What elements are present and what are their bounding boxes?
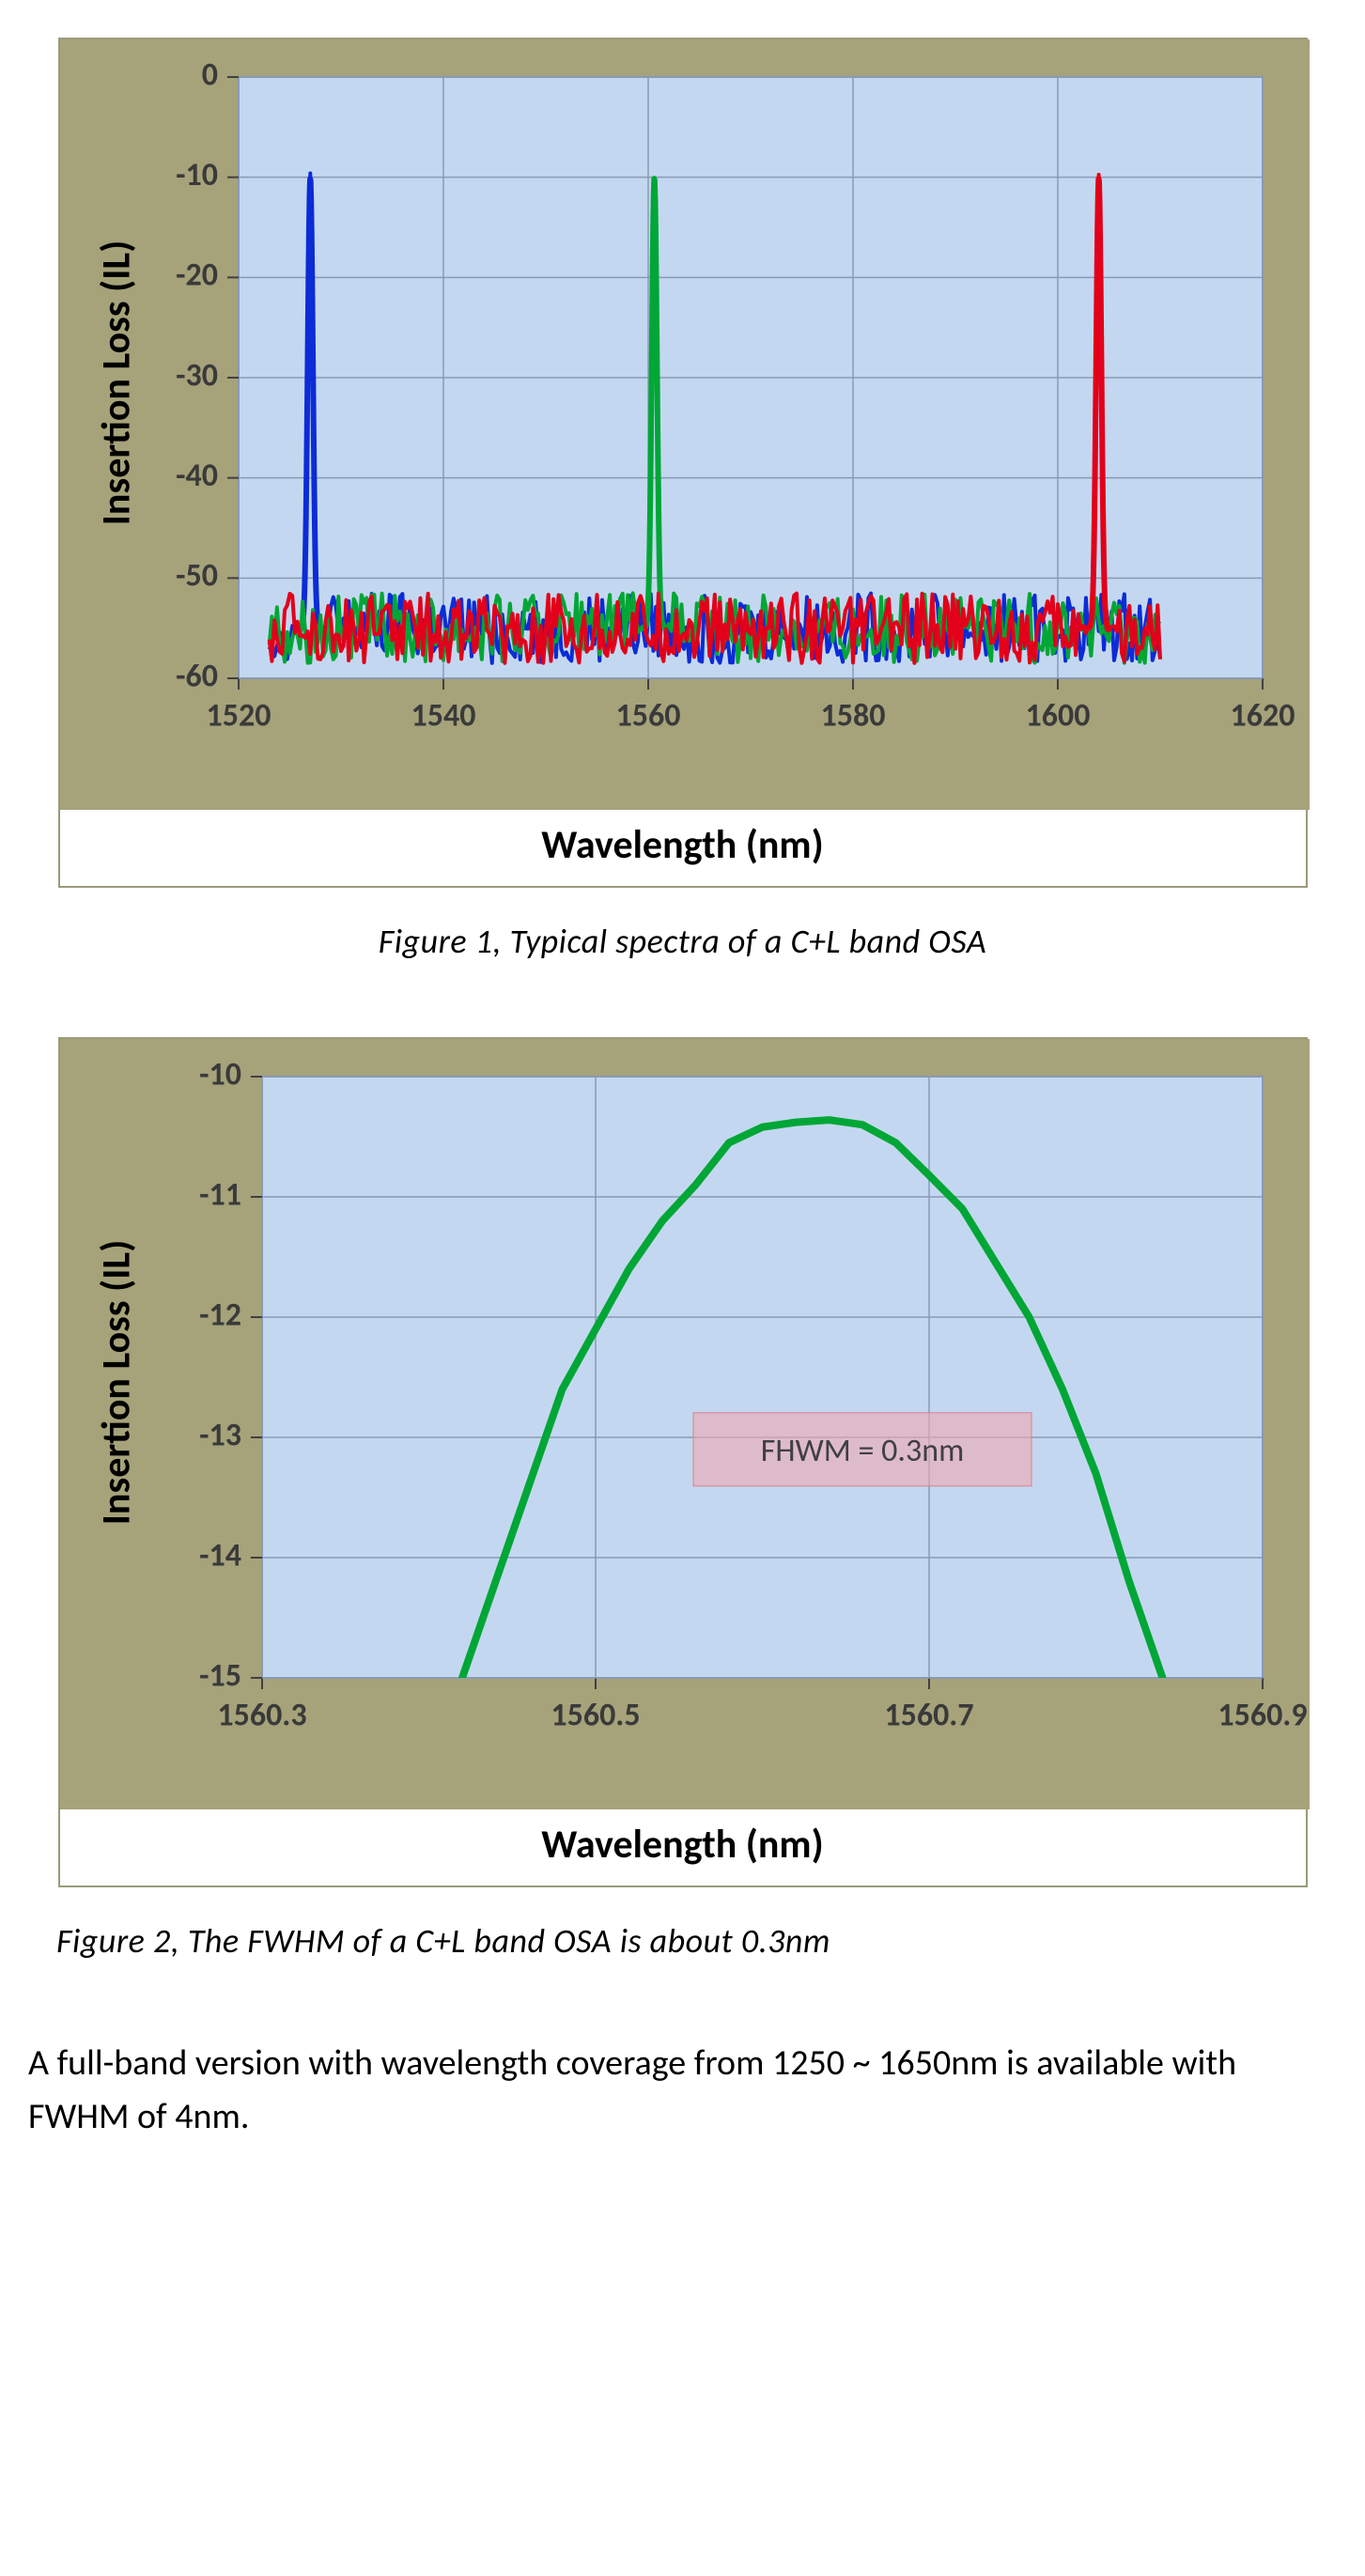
- svg-text:1560: 1560: [615, 696, 680, 735]
- svg-text:-10: -10: [176, 156, 218, 194]
- svg-text:1540: 1540: [411, 696, 475, 735]
- svg-text:-13: -13: [199, 1416, 241, 1454]
- figure-1-chart: 1520 1540 1560 1580 1600 1620 0 -10 -20 -30 -40 -50…: [58, 38, 1308, 888]
- svg-text:1560.3: 1560.3: [217, 1696, 306, 1734]
- svg-text:-20: -20: [176, 256, 218, 295]
- figure-2-x-axis-title: Wavelength (nm): [60, 1809, 1306, 1885]
- figure-2-y-axis-title: Insertion Loss (IL): [92, 1195, 140, 1571]
- figure-1-caption: Figure 1, Typical spectra of a C+L band …: [28, 921, 1337, 962]
- svg-text:1520: 1520: [206, 696, 271, 735]
- svg-text:1560.5: 1560.5: [551, 1696, 640, 1734]
- svg-text:-12: -12: [199, 1296, 241, 1334]
- svg-text:-11: -11: [199, 1175, 241, 1214]
- svg-text:1560.7: 1560.7: [884, 1696, 973, 1734]
- svg-text:-50: -50: [176, 557, 218, 596]
- svg-text:-30: -30: [176, 356, 218, 395]
- figure-2-caption: Figure 2, The FWHM of a C+L band OSA is …: [56, 1920, 1337, 1962]
- figure-2-chart: 1560.3 1560.5 1560.7 1560.9 -10 -11 -12 -13 -14 -…: [58, 1037, 1308, 1887]
- svg-text:0: 0: [201, 55, 217, 94]
- svg-text:1580: 1580: [820, 696, 885, 735]
- figure-1-x-axis-title: Wavelength (nm): [60, 810, 1306, 886]
- svg-text:-60: -60: [176, 657, 218, 695]
- figure-1-svg: 1520 1540 1560 1580 1600 1620 0 -10 -20 -30 -40 -50…: [60, 39, 1310, 810]
- figure-2-container: 1560.3 1560.5 1560.7 1560.9 -10 -11 -12 -13 -14 -…: [58, 1037, 1308, 1887]
- svg-text:-14: -14: [199, 1536, 241, 1575]
- figure-1-container: 1520 1540 1560 1580 1600 1620 0 -10 -20 -30 -40 -50…: [58, 38, 1308, 888]
- svg-text:-15: -15: [199, 1656, 241, 1695]
- svg-text:-40: -40: [176, 457, 218, 495]
- body-paragraph: A full-band version with wavelength cove…: [28, 2037, 1337, 2144]
- figure-2-svg: 1560.3 1560.5 1560.7 1560.9 -10 -11 -12 -13 -14 -…: [60, 1039, 1310, 1809]
- svg-text:1560.9: 1560.9: [1218, 1696, 1307, 1734]
- svg-text:FHWM = 0.3nm: FHWM = 0.3nm: [760, 1432, 964, 1470]
- svg-text:1600: 1600: [1025, 696, 1090, 735]
- svg-text:1620: 1620: [1230, 696, 1295, 735]
- figure-1-y-axis-title: Insertion Loss (IL): [92, 186, 140, 581]
- svg-text:-10: -10: [199, 1055, 241, 1094]
